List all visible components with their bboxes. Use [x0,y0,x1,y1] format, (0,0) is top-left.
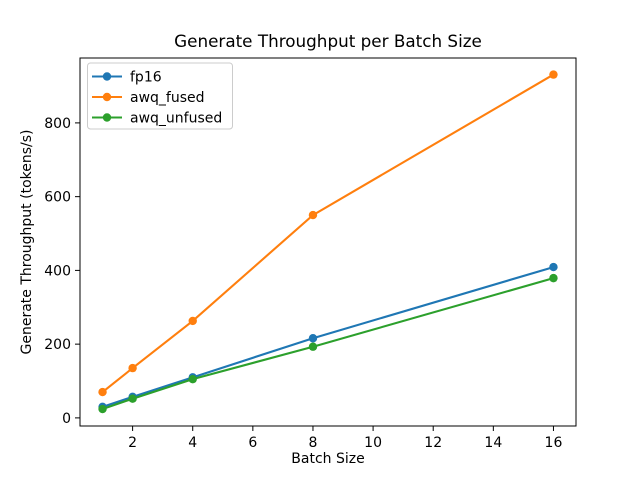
legend-marker-awq_unfused [102,113,112,122]
x-axis-label: Batch Size [291,451,364,467]
data-point-awq_fused [308,210,318,220]
data-point-awq_unfused [188,374,197,384]
legend-marker-fp16 [102,72,112,81]
y-axis-label: Generate Throughput (tokens/s) [19,130,35,355]
plot-area: 2 4 6 8 10 12 14 16 0 200 400 600 800 [44,57,577,451]
legend: fp16 awq_fused awq_unfused [87,62,233,130]
data-point-fp16 [308,334,318,343]
y-tick-label: 400 [44,263,71,279]
series-line-awq_unfused [101,277,555,411]
x-tick-label: 14 [484,435,502,451]
x-tick-label: 4 [188,435,197,451]
legend-label-awq_unfused: awq_unfused [130,111,222,127]
chart-title: Generate Throughput per Batch Size [174,31,482,51]
legend-label-fp16: fp16 [130,70,162,86]
data-point-awq_fused [549,70,558,79]
x-tick-label: 2 [128,435,137,451]
data-point-awq_unfused [128,394,137,403]
y-tick-label: 800 [44,116,71,132]
data-point-fp16 [549,262,558,272]
data-point-awq_fused [188,316,197,326]
data-point-awq_fused [128,363,137,373]
legend-box [87,62,233,130]
legend-marker-awq_fused [102,92,112,102]
x-tick-label: 16 [545,435,563,451]
y-tick-label: 200 [44,337,71,353]
data-point-awq_unfused [308,342,318,351]
data-point-awq_unfused [98,404,107,414]
x-tick-label: 6 [248,435,257,451]
x-tick-label: 10 [364,435,382,451]
y-tick-label: 0 [62,411,71,427]
y-tick-label: 600 [44,190,71,206]
x-tick-label: 12 [424,435,442,451]
axes-spines [79,57,577,427]
legend-label-awq_fused: awq_fused [130,90,205,106]
data-point-awq_unfused [549,273,558,283]
data-point-awq_fused [98,387,107,397]
x-tick-label: 8 [309,435,318,451]
